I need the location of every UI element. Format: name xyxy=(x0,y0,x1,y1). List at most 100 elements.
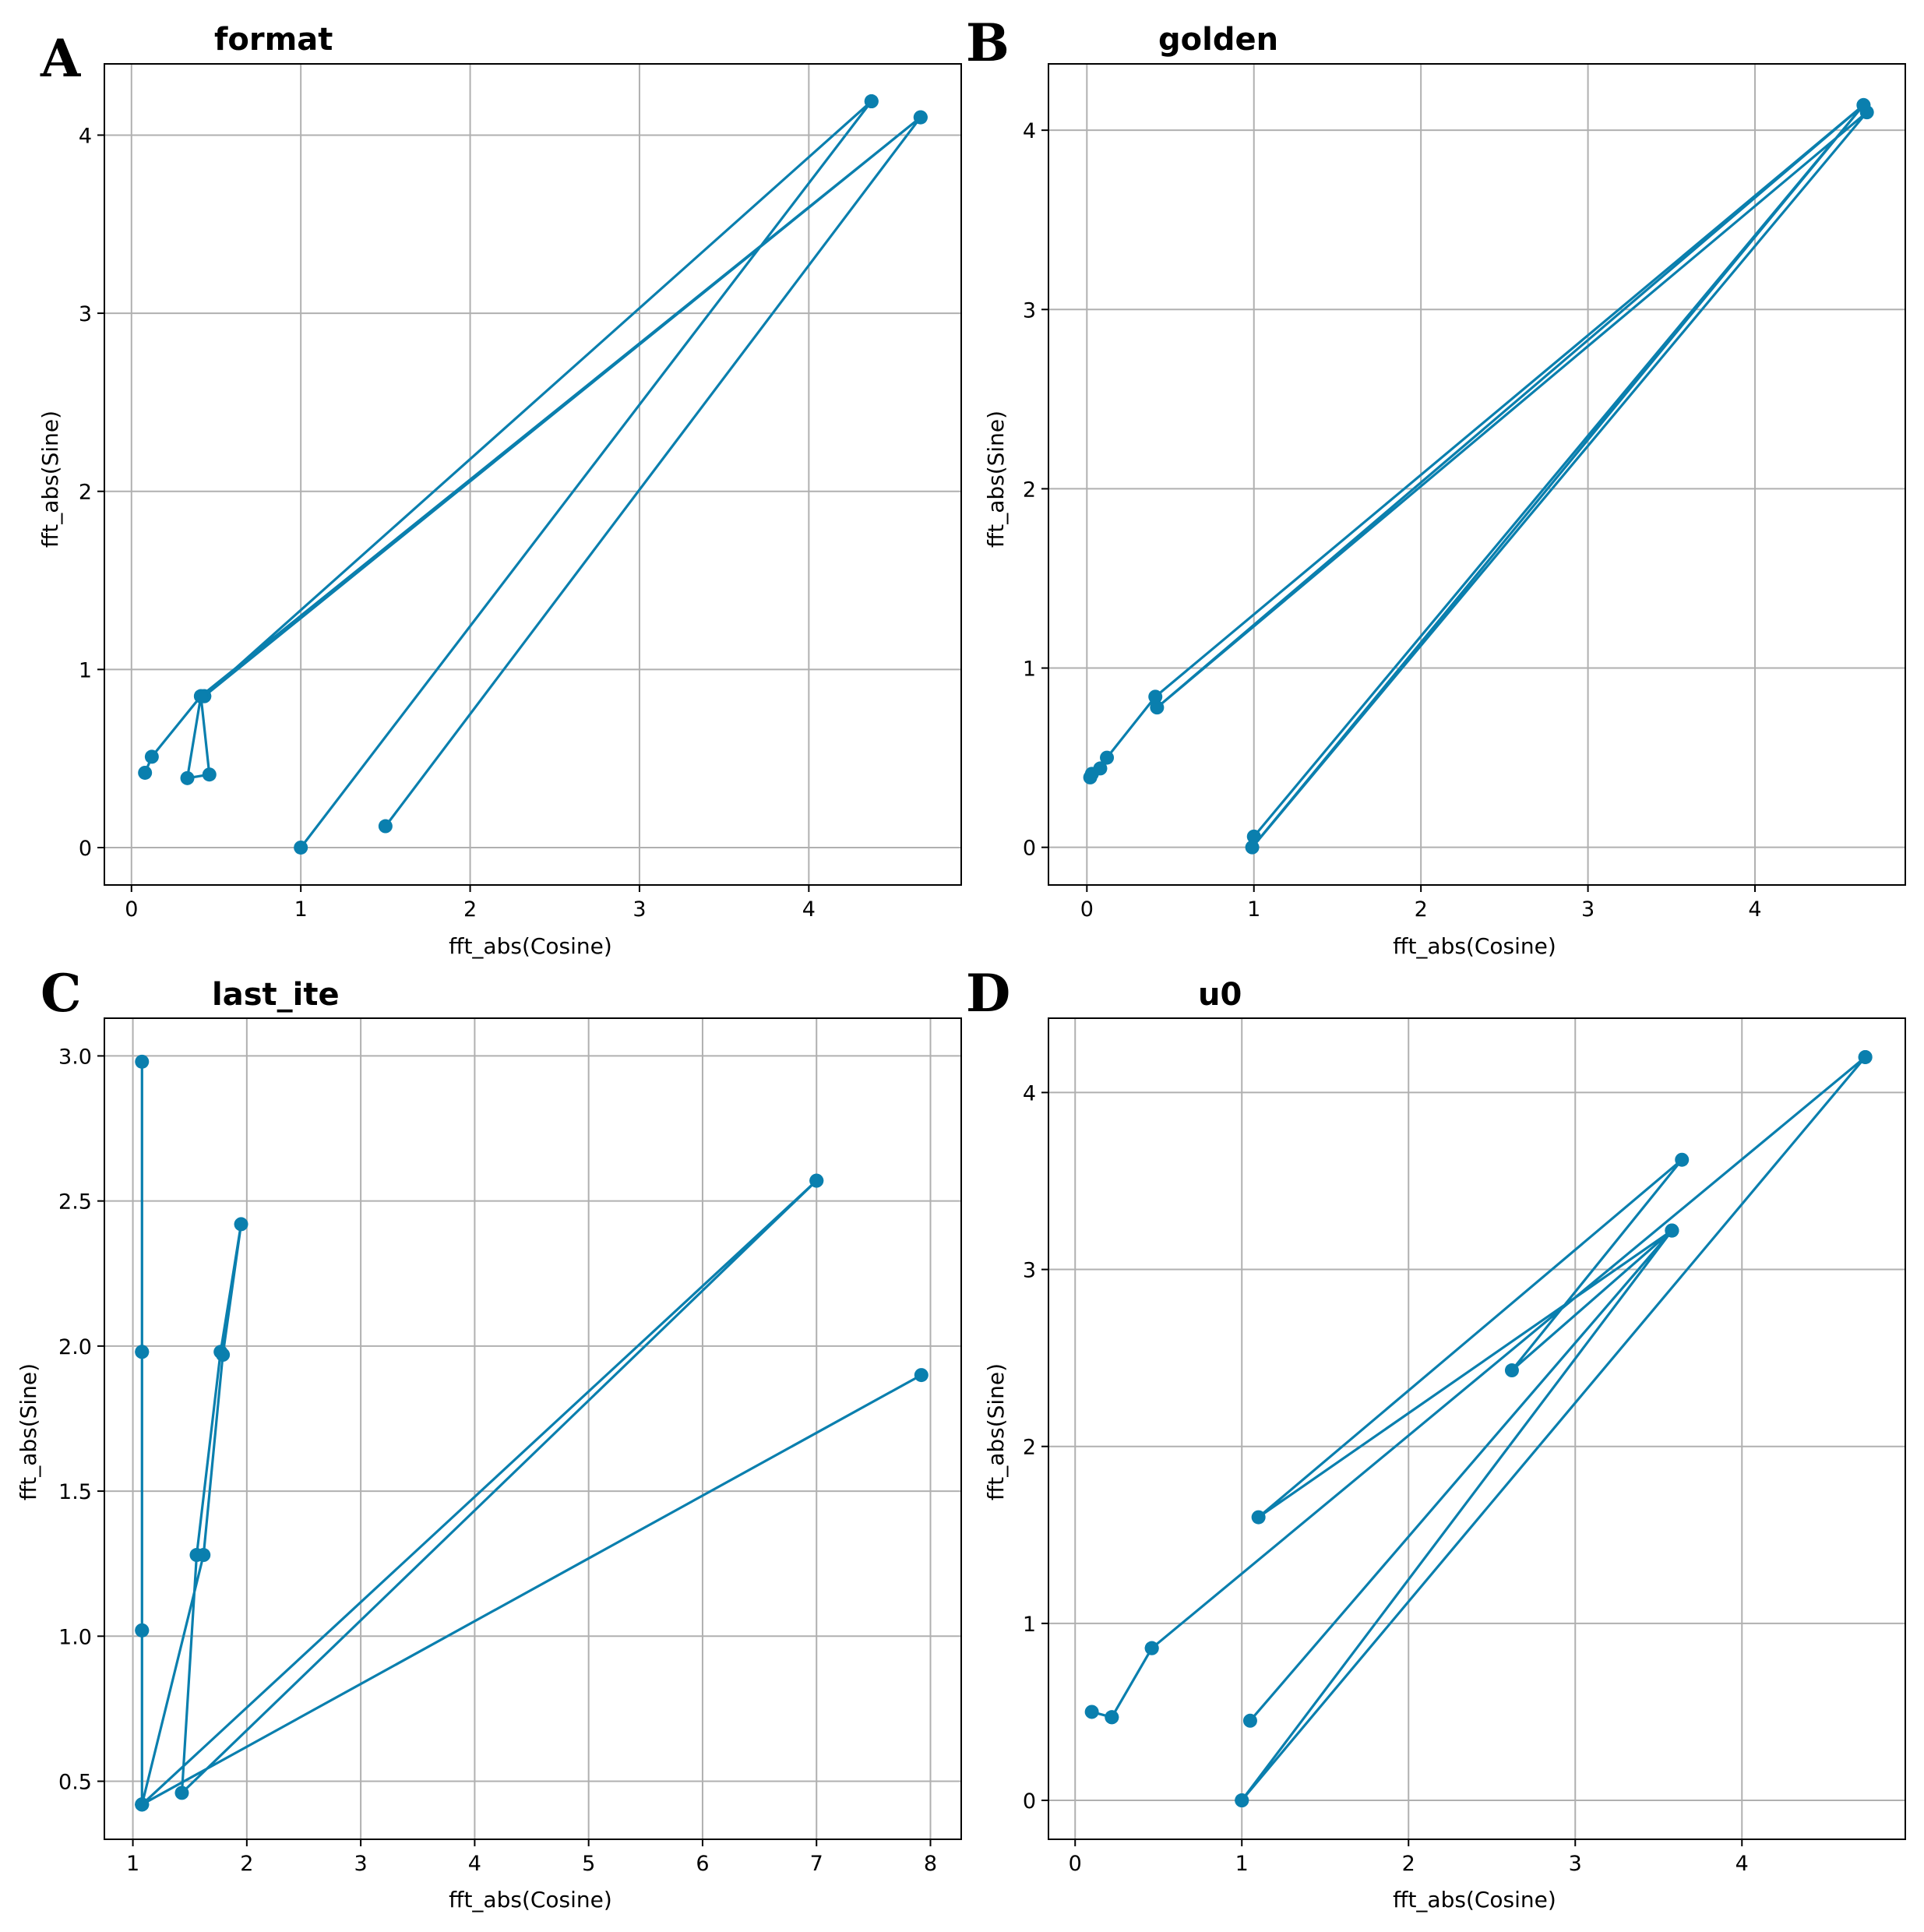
panel-b-data-point xyxy=(1246,829,1261,844)
panel-a-y-tick-label: 3 xyxy=(79,302,92,326)
panel-b-y-tick-label: 0 xyxy=(1023,837,1036,861)
panel-a-x-tick-label: 1 xyxy=(294,897,308,922)
panel-b-x-tick-label: 0 xyxy=(1080,897,1094,922)
panel-a-series-line xyxy=(143,100,922,849)
panel-a-data-point xyxy=(138,765,153,780)
panel-c-data-point xyxy=(216,1348,231,1363)
panel-b-data-point xyxy=(1100,750,1115,765)
panel-d-y-tick-label: 2 xyxy=(1023,1436,1036,1460)
panel-c-x-tick-label: 5 xyxy=(582,1852,595,1876)
panel-d-data-point xyxy=(1084,1705,1099,1719)
panel-a-y-tick-label: 1 xyxy=(79,658,92,682)
panel-d-data-point xyxy=(1242,1713,1257,1728)
panel-b-x-tick-label: 1 xyxy=(1247,897,1260,922)
panel-c-x-tick-label: 1 xyxy=(126,1852,139,1876)
panel-c-axes-frame xyxy=(104,1017,962,1840)
panel-b-data-point xyxy=(1148,689,1163,704)
panel-d-data-point xyxy=(1675,1152,1690,1167)
panel-a-x-tick-label: 3 xyxy=(633,897,646,922)
panel-a-data-point xyxy=(144,749,159,764)
panel-d-y-tick-label: 1 xyxy=(1023,1613,1036,1637)
panel-d-x-tick-label: 0 xyxy=(1069,1852,1082,1876)
panel-c: 1 2 3 4 5 6 7 8 0.5 1.0 1.5 2.0 2.5 3.0 C last_ite ff… xyxy=(16,963,962,1913)
panel-b-y-axis-label: fft_abs(Sine) xyxy=(983,411,1009,548)
panel-d-y-tick-label: 0 xyxy=(1023,1789,1036,1814)
panel-a-data-point xyxy=(193,689,208,703)
panel-c-data-point xyxy=(234,1217,248,1232)
panel-d-plot-area: 0 1 2 3 4 0 1 2 3 4 xyxy=(1023,1017,1906,1876)
panel-a-x-axis-label: fft_abs(Cosine) xyxy=(449,933,612,959)
panel-d-y-tick-label: 4 xyxy=(1023,1081,1036,1105)
panel-b-x-tick-label: 4 xyxy=(1748,897,1761,922)
panel-a-y-tick-label: 0 xyxy=(79,837,92,861)
panel-c-x-tick-label: 7 xyxy=(810,1852,823,1876)
panel-a-data-point xyxy=(378,819,393,834)
panel-d-data-point xyxy=(1665,1223,1679,1238)
panel-b-y-tick-label: 2 xyxy=(1023,478,1036,502)
panel-c-x-axis-label: fft_abs(Cosine) xyxy=(449,1887,612,1913)
panel-b: 0 1 2 3 4 0 1 2 3 4 B golden fft_abs(Cosine) fft_… xyxy=(966,12,1906,959)
panel-c-x-tick-label: 2 xyxy=(240,1852,253,1876)
panel-c-data-point xyxy=(196,1548,211,1563)
panel-a-axes-frame xyxy=(104,63,962,886)
panel-a-data-point xyxy=(202,767,217,782)
panel-d-series-line xyxy=(1091,1056,1867,1802)
panel-d-letter: D xyxy=(966,963,1010,1024)
panel-c-data-point xyxy=(914,1368,929,1383)
panel-a-letter: A xyxy=(40,28,81,89)
panel-a-data-point xyxy=(864,94,879,109)
panel-c-y-tick-label: 2.0 xyxy=(58,1335,92,1359)
panel-b-x-tick-label: 3 xyxy=(1581,897,1595,922)
panel-c-data-point xyxy=(809,1173,824,1188)
panel-c-data-point xyxy=(135,1623,150,1638)
panel-b-x-tick-label: 2 xyxy=(1415,897,1428,922)
panel-d-data-point xyxy=(1251,1510,1266,1525)
panel-c-x-tick-label: 3 xyxy=(354,1852,368,1876)
panel-c-y-tick-label: 1.0 xyxy=(58,1625,92,1649)
panel-c-series-line xyxy=(140,1060,923,1806)
panel-c-data-point xyxy=(135,1054,150,1069)
panel-c-title: last_ite xyxy=(212,977,340,1013)
panel-a-data-point xyxy=(180,770,195,785)
panel-c-y-tick-label: 1.5 xyxy=(58,1480,92,1504)
panel-b-data-point xyxy=(1084,767,1099,781)
panel-d-title: u0 xyxy=(1198,977,1242,1013)
panel-c-y-tick-label: 0.5 xyxy=(58,1771,92,1795)
panel-a-title: format xyxy=(214,22,333,58)
panel-b-data-point xyxy=(1245,840,1260,855)
panel-c-x-tick-label: 4 xyxy=(468,1852,481,1876)
panel-d-x-tick-label: 4 xyxy=(1735,1852,1749,1876)
panel-b-plot-area: 0 1 2 3 4 0 1 2 3 4 xyxy=(1023,63,1906,922)
panel-b-data-point xyxy=(1856,97,1871,112)
panel-a-x-tick-label: 0 xyxy=(125,897,138,922)
panel-b-axes-frame xyxy=(1048,63,1906,886)
panel-d-x-tick-label: 2 xyxy=(1402,1852,1415,1876)
panel-b-series-line xyxy=(1089,104,1869,849)
panel-c-data-point xyxy=(174,1786,189,1800)
panel-c-y-tick-label: 2.5 xyxy=(58,1190,92,1215)
panel-d-axes-frame xyxy=(1048,1017,1906,1840)
panel-c-x-tick-label: 8 xyxy=(924,1852,937,1876)
panel-d-data-point xyxy=(1105,1710,1119,1725)
panel-d-data-point xyxy=(1858,1049,1873,1064)
panel-a-plot-area: 0 1 2 3 4 0 1 2 3 4 xyxy=(79,63,962,922)
panel-d-x-tick-label: 3 xyxy=(1569,1852,1582,1876)
panel-b-y-tick-label: 3 xyxy=(1023,298,1036,323)
panel-a-y-axis-label: fft_abs(Sine) xyxy=(37,411,63,548)
panel-b-letter: B xyxy=(966,12,1010,73)
panel-a-data-point xyxy=(294,840,308,855)
panel-b-title: golden xyxy=(1158,22,1278,58)
panel-c-letter: C xyxy=(41,963,82,1024)
panel-b-y-tick-label: 4 xyxy=(1023,119,1036,143)
panel-c-y-axis-label: fft_abs(Sine) xyxy=(16,1363,41,1500)
panel-b-y-tick-label: 1 xyxy=(1023,658,1036,682)
panel-c-data-point xyxy=(135,1345,150,1359)
panel-b-data-point xyxy=(1150,700,1165,715)
panel-c-x-tick-label: 6 xyxy=(696,1852,709,1876)
panel-a-y-tick-label: 4 xyxy=(79,124,92,148)
panel-a-x-tick-label: 2 xyxy=(463,897,477,922)
panel-a-x-tick-label: 4 xyxy=(802,897,816,922)
panel-d-y-tick-label: 3 xyxy=(1023,1259,1036,1283)
panel-c-plot-area: 1 2 3 4 5 6 7 8 0.5 1.0 1.5 2.0 2.5 3.0 xyxy=(58,1017,962,1876)
